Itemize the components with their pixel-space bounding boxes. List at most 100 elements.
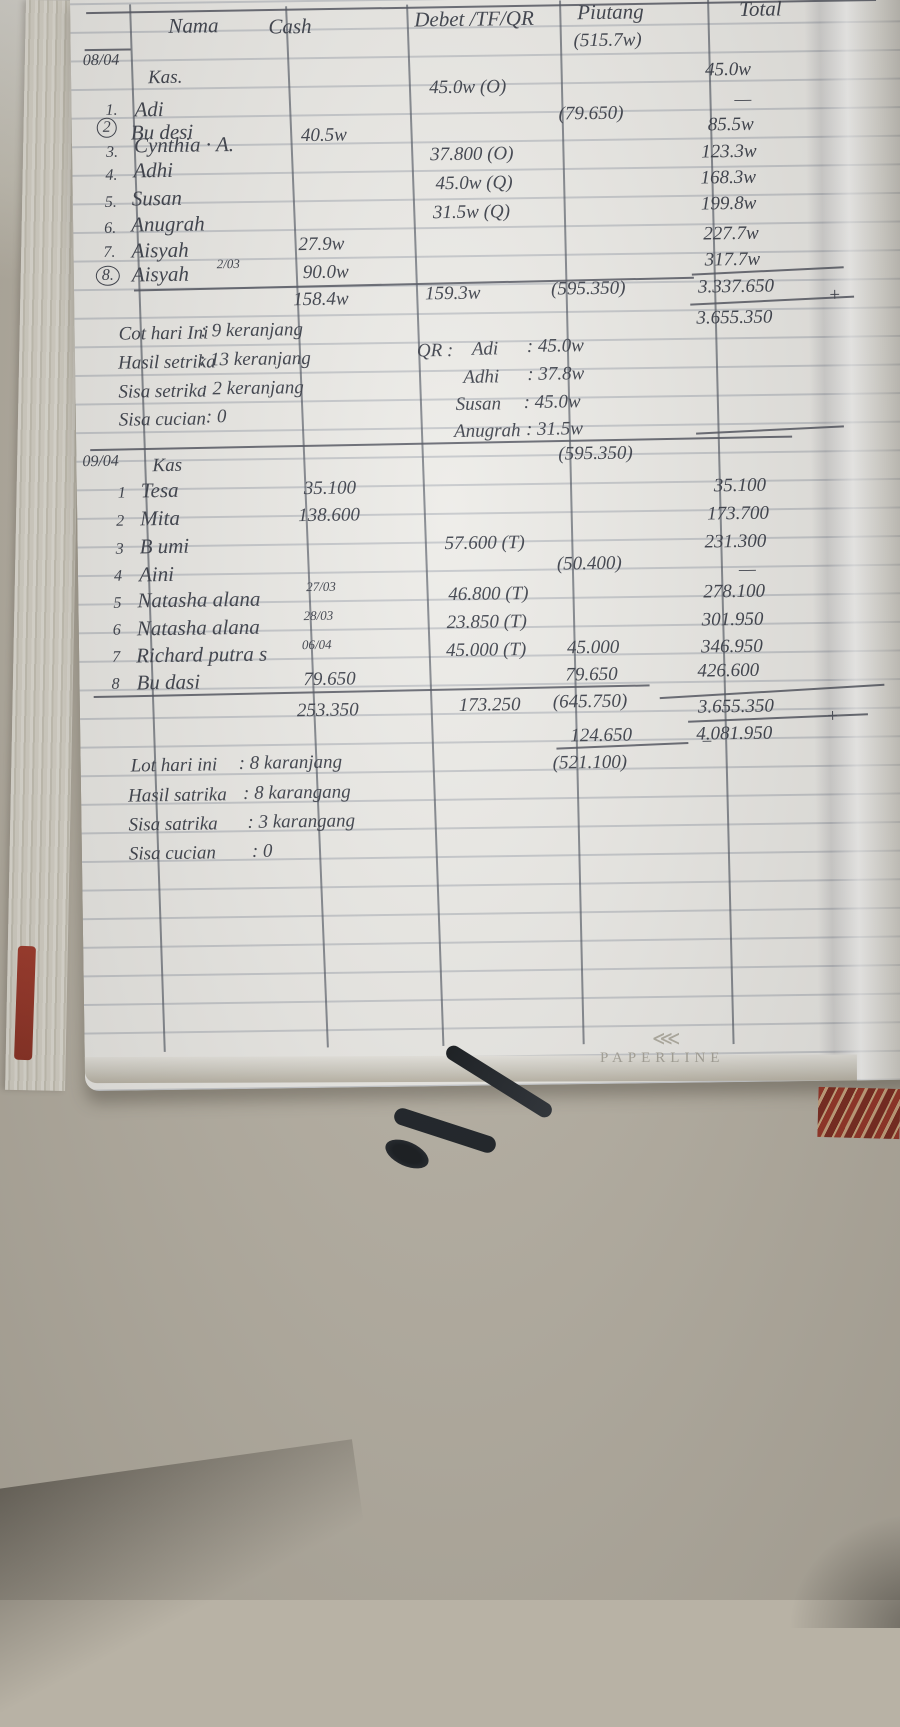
section1-kas-label: Kas.	[147, 66, 183, 89]
row-name: Natasha alana	[137, 586, 261, 613]
qr-name: Adi	[471, 338, 499, 360]
header-cash: Cash	[268, 13, 312, 39]
row-name: Aisyah	[131, 237, 189, 263]
row-name-date-superscript: 27/03	[306, 578, 336, 595]
qr-value: : 45.0w	[523, 391, 581, 414]
row-name: Natasha alana	[136, 614, 261, 641]
summary2-label: Lot hari ini	[130, 754, 218, 777]
summary2-label: Sisa satrika	[128, 813, 218, 836]
row-no: 8	[111, 675, 120, 693]
cell-total: 199.8w	[700, 192, 757, 215]
red-cover-corner	[817, 1086, 900, 1140]
piutang-paid: 124.650	[570, 724, 633, 747]
row-name: Cynthia · A.	[133, 132, 235, 158]
row-name: Aisyah	[131, 261, 190, 287]
summary1-label: Sisa setrika	[118, 380, 207, 403]
cell-total: 45.0w	[704, 58, 752, 81]
cell-cash: 40.5w	[300, 124, 347, 147]
shadow-bottom-right	[788, 1513, 900, 1628]
cell-total: 346.950	[700, 635, 763, 658]
row-no: 6	[112, 621, 121, 639]
cell-debet: 23.850 (T)	[446, 610, 528, 634]
cell-total: 173.700	[707, 502, 770, 525]
totals1-debet: 159.3w	[424, 282, 481, 305]
totals1-grand: 3.655.350	[696, 306, 773, 329]
qr-note-prefix: QR :	[416, 339, 454, 362]
cell-cash: 138.600	[298, 504, 361, 527]
cell-total: 426.600	[697, 659, 760, 682]
shadow-bottom-left	[0, 1439, 384, 1727]
paperline-watermark: PAPERLINE	[600, 1050, 725, 1066]
black-cord-tip	[381, 1133, 433, 1175]
totals1-plus-sign: +	[828, 284, 842, 306]
cell-total: 227.7w	[703, 222, 759, 245]
section2-kas-piutang: (595.350)	[558, 442, 633, 465]
cell-total: 168.3w	[700, 166, 757, 189]
cell-piutang: 45.000	[566, 636, 620, 659]
qr-name: Susan	[455, 393, 502, 415]
cell-debet: 45.000 (T)	[445, 638, 527, 662]
cell-debet: 46.800 (T)	[448, 582, 529, 606]
cell-debet: 45.0w (Q)	[435, 172, 513, 195]
summary2-value: : 3 karangang	[247, 810, 356, 833]
totals1-piutang: (595.350)	[550, 277, 626, 300]
piutang-opening-balance: (515.7w)	[573, 29, 642, 52]
row-name-date-superscript: 28/03	[303, 607, 334, 624]
cell-cash: 90.0w	[302, 261, 349, 284]
qr-name: Adhi	[463, 366, 500, 388]
row-name: Richard putra s	[135, 641, 268, 668]
summary2-label: Hasil satrika	[127, 784, 227, 807]
row-name: Aini	[138, 561, 175, 587]
header-nama: Nama	[168, 13, 219, 38]
header-debet: Debet /TF/QR	[414, 5, 534, 32]
cell-total: —	[738, 558, 757, 581]
row-no: 1	[117, 484, 126, 502]
row-no: 4	[113, 567, 123, 585]
row-name: Anugrah	[130, 211, 205, 237]
header-total: Total	[738, 0, 782, 21]
row-name: Susan	[131, 185, 183, 211]
row-name: B umi	[139, 533, 190, 559]
row-no: 3.	[105, 143, 119, 161]
qr-value: : 31.5w	[525, 418, 584, 440]
row-no: 6.	[104, 219, 117, 237]
cell-total: 301.950	[701, 608, 764, 631]
summary1-label: Cot hari Ini	[118, 322, 209, 345]
cell-total: 35.100	[713, 474, 767, 497]
cell-total: —	[734, 88, 752, 111]
totals2-piutang: (645.750)	[552, 690, 628, 713]
piutang-remaining: (521.100)	[552, 751, 628, 774]
cell-piutang: 79.650	[565, 663, 618, 686]
cell-total: 278.100	[703, 580, 766, 603]
totals2-debet: 173.250	[458, 694, 521, 716]
row-name-date-superscript: 06/04	[301, 636, 332, 653]
paperline-logo-icon: ⋘	[652, 1028, 681, 1050]
notebook-page: Nama Cash Debet /TF/QR Piutang (515.7w) …	[69, 0, 900, 1092]
row-name: Bu dasi	[136, 669, 201, 695]
cell-debet: 31.5w (Q)	[432, 201, 511, 224]
summary2-value: : 0	[251, 840, 273, 862]
cell-piutang: (79.650)	[558, 102, 624, 125]
row-name: Adi	[134, 97, 164, 122]
cell-cash: 27.9w	[298, 233, 345, 256]
cell-total: 231.300	[704, 530, 767, 553]
cell-debet: 57.600 (T)	[444, 532, 525, 555]
row-no: 4.	[105, 166, 118, 184]
summary1-value: : 9 keranjang	[200, 319, 304, 342]
cell-total: 317.7w	[704, 248, 761, 271]
summary2-label: Sisa cucian	[128, 842, 217, 865]
row-no: 3	[115, 540, 124, 558]
row-no-circled: 2	[96, 117, 117, 138]
summary2-value: : 8 karangang	[242, 781, 351, 804]
cell-total: 123.3w	[701, 140, 757, 163]
row-name-date-superscript: 2/03	[216, 255, 240, 272]
totals1-total: 3.337.650	[697, 275, 775, 298]
summary1-value: : 0	[205, 406, 227, 428]
cell-cash: 79.650	[303, 668, 356, 691]
qr-name: Anugrah	[453, 420, 521, 442]
totals2-total: 3.655.350	[697, 695, 775, 718]
cell-cash: 35.100	[303, 477, 357, 500]
summary1-label: Sisa cucian	[118, 408, 207, 431]
cell-total: 85.5w	[707, 113, 754, 136]
